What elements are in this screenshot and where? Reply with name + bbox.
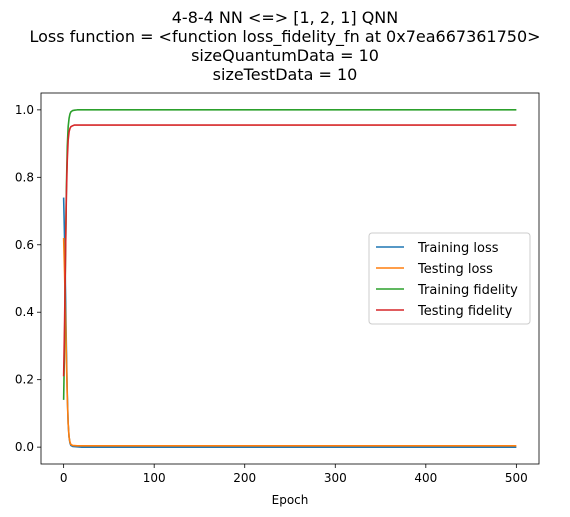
legend: Training loss Testing loss Training fideli… (368, 232, 531, 325)
x-tick-label: 100 (143, 471, 166, 485)
x-axis-ticks: 0 100 200 300 400 500 (60, 464, 528, 485)
y-axis-ticks: 0.0 0.2 0.4 0.6 0.8 1.0 (15, 103, 41, 454)
x-tick-label: 300 (324, 471, 347, 485)
y-tick-label: 0.8 (15, 170, 34, 184)
x-axis-label: Epoch (272, 493, 309, 507)
legend-label-2: Training fidelity (417, 283, 518, 298)
legend-frame (368, 232, 531, 325)
chart-title-line: sizeTestData = 10 (212, 65, 358, 84)
x-tick-label: 500 (505, 471, 528, 485)
legend-label-0: Training loss (417, 241, 499, 256)
chart-title-line: sizeQuantumData = 10 (191, 46, 379, 65)
chart-title-line: 4-8-4 NN <=> [1, 2, 1] QNN (171, 8, 399, 27)
series-layer (62, 109, 517, 448)
series-line-1 (62, 238, 517, 447)
x-tick-label: 0 (60, 471, 68, 485)
series-line-3 (62, 124, 517, 377)
y-tick-label: 0.0 (15, 440, 34, 454)
y-tick-label: 0.4 (15, 305, 34, 319)
y-tick-label: 0.6 (15, 238, 34, 252)
legend-label-3: Testing fidelity (417, 304, 513, 319)
y-tick-label: 0.2 (15, 373, 34, 387)
legend-label-1: Testing loss (417, 262, 493, 277)
x-tick-label: 400 (414, 471, 437, 485)
y-tick-label: 1.0 (15, 103, 34, 117)
plot-frame (40, 92, 540, 465)
x-tick-label: 200 (233, 471, 256, 485)
chart-title-line: Loss function = <function loss_fidelity_… (29, 27, 541, 46)
chart-title: 4-8-4 NN <=> [1, 2, 1] QNN Loss function… (0, 8, 570, 84)
